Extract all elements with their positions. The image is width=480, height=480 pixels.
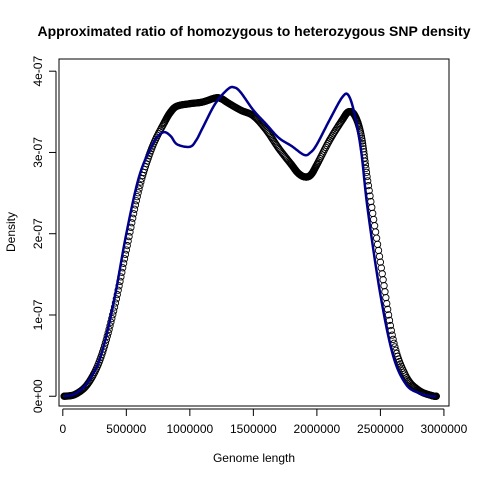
density-point	[369, 215, 378, 224]
density-point	[322, 143, 330, 151]
density-point	[376, 258, 385, 266]
y-tick-label: 0e+00	[31, 379, 45, 413]
density-point	[374, 246, 383, 255]
density-point	[373, 240, 382, 249]
density-point	[372, 234, 381, 242]
density-line	[63, 85, 438, 398]
y-axis: 0e+00 1e-07 2e-07 3e-07 4e-07	[31, 56, 57, 413]
points-series	[60, 94, 440, 400]
plot-frame	[58, 58, 450, 407]
x-axis: 0 500000 1000000 1500000 2000000 2500000 30000…	[59, 408, 468, 436]
x-tick-label: 3000000	[421, 422, 468, 436]
x-tick-label: 2500000	[357, 422, 404, 436]
density-point	[388, 331, 396, 339]
y-tick-label: 3e-07	[31, 137, 45, 168]
density-point	[371, 228, 380, 236]
density-point	[382, 294, 390, 302]
density-point	[375, 252, 384, 261]
density-point	[383, 299, 391, 308]
density-point	[262, 126, 270, 134]
density-point	[368, 203, 376, 212]
x-tick-label: 1500000	[230, 422, 277, 436]
density-point	[380, 282, 388, 290]
y-tick-label: 2e-07	[31, 218, 45, 249]
x-tick-label: 2000000	[294, 422, 341, 436]
y-tick-label: 1e-07	[31, 299, 45, 330]
chart-title: Approximated ratio of homozygous to hete…	[37, 23, 470, 39]
y-tick-label: 4e-07	[31, 56, 45, 87]
density-point	[112, 295, 121, 303]
density-point	[384, 311, 393, 319]
density-point	[369, 209, 377, 218]
x-tick-label: 0	[59, 422, 66, 436]
x-tick-label: 1000000	[166, 422, 213, 436]
density-point	[378, 270, 386, 278]
x-axis-label: Genome length	[213, 451, 295, 465]
density-point	[370, 222, 379, 230]
density-point	[384, 305, 392, 313]
line-series	[63, 85, 438, 398]
density-point	[381, 288, 389, 296]
y-axis-label: Density	[4, 212, 18, 252]
density-point	[379, 276, 387, 284]
x-tick-label: 500000	[106, 422, 146, 436]
